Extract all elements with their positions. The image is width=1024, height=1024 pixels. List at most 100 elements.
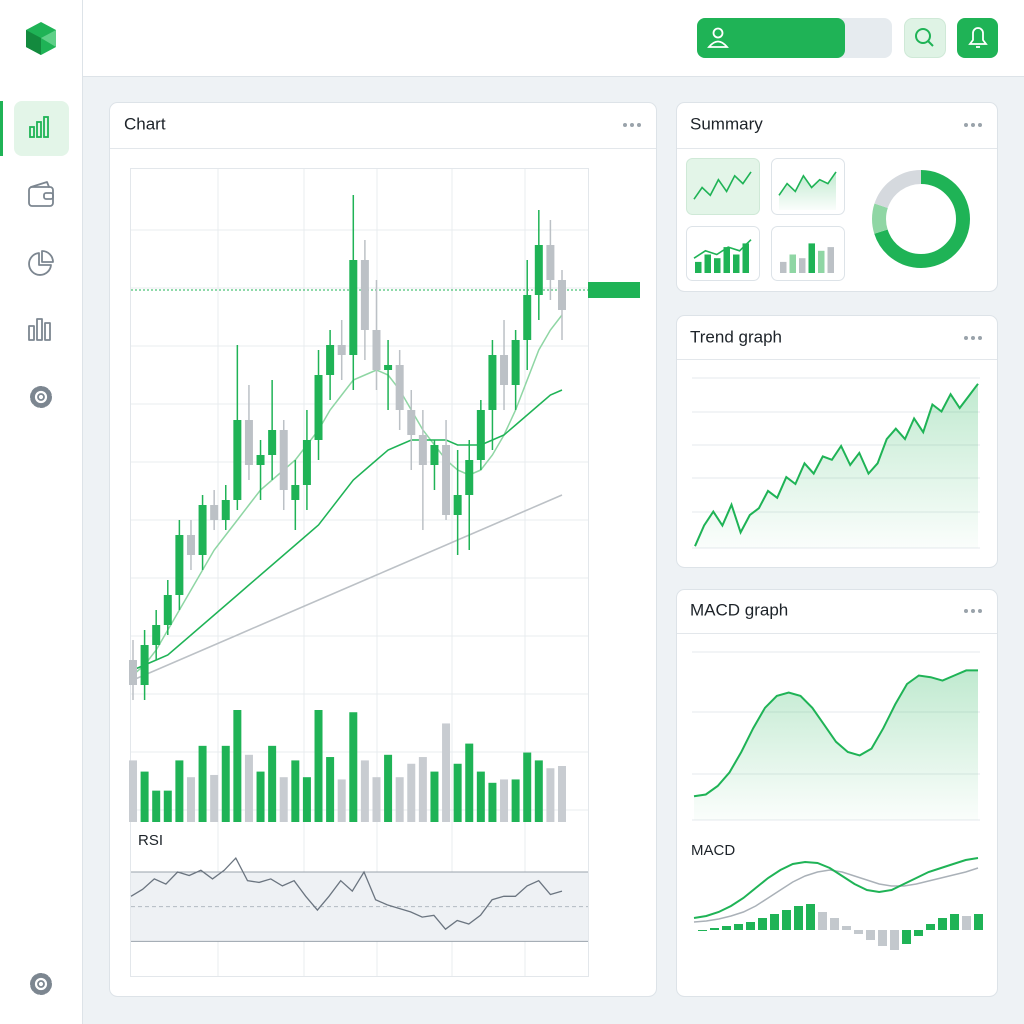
menu-dots[interactable] <box>964 336 982 340</box>
histogram-bar <box>818 912 827 930</box>
macd-line <box>693 857 979 919</box>
candle-body <box>221 500 230 520</box>
volume-bar <box>465 743 474 822</box>
candle-body <box>395 365 404 410</box>
menu-dots[interactable] <box>964 123 982 127</box>
volume-bar <box>418 757 427 822</box>
candle-body <box>291 485 300 500</box>
candle-body <box>360 260 369 330</box>
sidebar <box>0 0 82 1024</box>
volume-bar <box>407 763 416 822</box>
tile-bar <box>723 247 730 273</box>
histogram-bar <box>902 930 911 944</box>
volume-bar <box>384 754 393 822</box>
tile-bar <box>799 258 806 273</box>
candle-body <box>152 625 161 645</box>
volume-bar <box>244 754 253 822</box>
volume-bar <box>163 790 172 822</box>
histogram-bar <box>806 904 815 930</box>
volume-bar <box>500 779 509 822</box>
volume-bar <box>442 723 451 822</box>
logo <box>26 22 56 55</box>
tile-bar <box>827 247 834 273</box>
candle-body <box>337 345 346 355</box>
menu-dots[interactable] <box>964 609 982 613</box>
candle-body <box>511 340 520 385</box>
volume-bar <box>534 760 543 822</box>
volume-bar <box>210 774 219 822</box>
volume-bar <box>279 777 288 822</box>
candle-body <box>418 435 427 465</box>
nav-bars-icon[interactable] <box>28 318 51 341</box>
histogram-bar <box>974 914 983 930</box>
histogram-bar <box>866 930 875 940</box>
volume-bar <box>140 771 149 822</box>
histogram-bar <box>782 910 791 930</box>
histogram-bar <box>698 930 707 931</box>
nav-pie-icon[interactable] <box>28 250 54 276</box>
volume-bar <box>186 777 195 822</box>
candle-body <box>488 355 497 410</box>
candle-body <box>256 455 265 465</box>
nav-settings-icon[interactable] <box>30 386 52 408</box>
volume-bar <box>558 766 566 822</box>
candle-body <box>349 260 358 355</box>
tile-bar <box>780 261 787 273</box>
candle-body <box>558 280 566 310</box>
trend-line <box>694 383 979 547</box>
candle-body <box>186 535 195 555</box>
volume-bar <box>268 745 277 822</box>
menu-dots[interactable] <box>623 123 641 127</box>
tile-bar <box>733 254 740 273</box>
nav-chart-icon[interactable] <box>29 116 49 138</box>
volume-bar <box>349 712 358 822</box>
volume-bar <box>395 777 404 822</box>
histogram-bar <box>710 928 719 930</box>
candle-body <box>210 505 219 520</box>
nav-wallet-icon[interactable] <box>28 181 54 207</box>
volume-bar <box>198 745 207 822</box>
candle-body <box>233 420 242 500</box>
volume-bar <box>175 760 184 822</box>
volume-bar <box>372 777 381 822</box>
settings-icon[interactable] <box>30 973 52 995</box>
histogram-bar <box>722 926 731 930</box>
trend-area <box>695 383 978 548</box>
macd-title: MACD graph <box>690 600 788 619</box>
nav-active-indicator <box>0 101 3 156</box>
tile-bar <box>714 258 721 273</box>
candle-body <box>314 375 323 440</box>
volume-bar <box>129 760 137 822</box>
notification-button[interactable] <box>957 18 998 58</box>
search-icon <box>915 28 934 47</box>
volume-bar <box>314 710 323 822</box>
tile-line <box>778 171 837 196</box>
volume-bar <box>360 760 369 822</box>
candle-body <box>476 410 485 460</box>
volume-bar <box>302 777 311 822</box>
histogram-bar <box>890 930 899 950</box>
histogram-bar <box>854 930 863 934</box>
candle-body <box>546 245 555 280</box>
candle-body <box>430 445 439 465</box>
volume-bar <box>326 757 335 822</box>
summary-title: Summary <box>690 114 763 133</box>
moving-average <box>132 494 563 681</box>
account-button[interactable] <box>697 18 845 58</box>
volume-bar <box>488 782 497 822</box>
bell-icon <box>968 27 988 48</box>
donut-segment <box>872 170 970 268</box>
candle-body <box>465 460 474 495</box>
volume-bar <box>453 763 462 822</box>
volume-bar <box>221 745 230 822</box>
candle-body <box>384 365 393 370</box>
tile-line <box>693 239 752 259</box>
volume-bar <box>476 771 485 822</box>
macd-label: MACD <box>691 842 735 859</box>
histogram-bar <box>950 914 959 930</box>
volume-bar <box>523 752 532 822</box>
volume-bar <box>256 771 265 822</box>
volume-bar <box>511 779 520 822</box>
search-button[interactable] <box>904 18 946 58</box>
